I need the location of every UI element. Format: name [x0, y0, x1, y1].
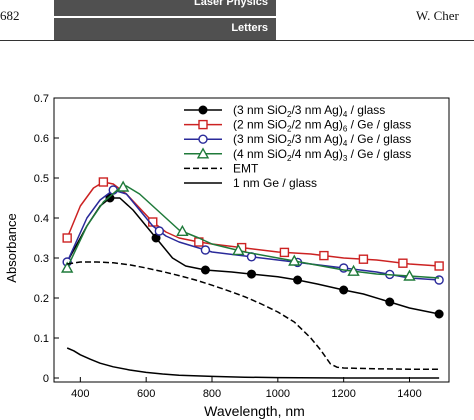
- legend-entry: (3 nm SiO2/3 nm Ag)4 / glass: [233, 103, 385, 119]
- series-line: [66, 347, 440, 379]
- y-tick-label: 0.6: [34, 133, 49, 145]
- y-axis-label: Absorbance: [4, 213, 19, 282]
- x-tick-label: 1000: [266, 388, 290, 400]
- data-point: [198, 119, 208, 130]
- data-point: [288, 254, 301, 266]
- y-tick-label: 0.3: [34, 253, 49, 265]
- data-point: [232, 243, 245, 256]
- y-tick-label: 0: [43, 373, 49, 385]
- data-point: [247, 269, 256, 279]
- series-3: [62, 185, 444, 285]
- data-point: [339, 285, 349, 295]
- series-line: [67, 261, 440, 370]
- journal-name: Laser Physics: [194, 0, 268, 8]
- series-line: [66, 197, 440, 315]
- legend-entry: EMT: [233, 161, 259, 175]
- legend: (3 nm SiO2/3 nm Ag)4 / glass(2 nm SiO2/2…: [184, 103, 411, 190]
- x-tick-label: 1200: [331, 388, 355, 400]
- x-tick-label: 1400: [397, 388, 421, 400]
- legend-entry: (3 nm SiO2/3 nm Ag)4 / Ge / glass: [233, 132, 411, 148]
- series-line: [66, 189, 440, 281]
- y-tick-label: 0.4: [34, 213, 49, 225]
- journal-divider: [54, 16, 276, 18]
- data-point: [279, 247, 290, 258]
- y-tick-label: 0.7: [34, 93, 49, 105]
- plot-frame: [53, 97, 450, 383]
- data-point: [98, 177, 109, 187]
- data-point: [200, 265, 210, 275]
- journal-banner: Laser Physics Letters: [54, 0, 276, 40]
- data-point: [358, 254, 369, 264]
- running-author: W. Cher: [416, 8, 459, 23]
- y-tick-label: 0.1: [34, 333, 49, 345]
- legend-entry: (2 nm SiO2/2 nm Ag)6 / Ge / glass: [233, 118, 411, 134]
- x-axis-label: Wavelength, nm: [204, 403, 305, 419]
- y-tick-label: 0.5: [34, 173, 49, 185]
- series-1: [62, 193, 444, 319]
- data-point: [385, 297, 395, 307]
- journal-section: Letters: [231, 22, 268, 34]
- data-point: [200, 245, 211, 255]
- legend-entry: 1 nm Ge / glass: [233, 176, 317, 190]
- series-line: [66, 185, 440, 279]
- series-6: [66, 347, 440, 379]
- series-4: [60, 180, 440, 281]
- x-tick-label: 800: [203, 388, 221, 400]
- data-point: [198, 134, 208, 144]
- data-point: [62, 233, 72, 243]
- data-point: [116, 180, 130, 192]
- data-point: [105, 193, 115, 203]
- page-number: 682: [0, 8, 20, 23]
- data-point: [434, 261, 444, 271]
- y-tick-label: 0.2: [34, 293, 49, 305]
- series-2: [62, 177, 444, 271]
- data-point: [154, 226, 165, 236]
- data-point: [196, 147, 210, 159]
- header-rule: [0, 40, 474, 41]
- data-point: [398, 258, 408, 268]
- data-point: [319, 250, 329, 261]
- data-point: [434, 309, 444, 319]
- data-point: [60, 261, 74, 273]
- x-tick-label: 400: [71, 388, 89, 400]
- data-point: [403, 269, 416, 281]
- legend-entry: (4 nm SiO2/4 nm Ag)3 / Ge / glass: [233, 147, 411, 163]
- data-point: [347, 264, 360, 276]
- x-tick-label: 600: [137, 388, 155, 400]
- series-5: [67, 261, 440, 370]
- data-point: [198, 105, 208, 115]
- data-point: [176, 224, 189, 237]
- data-point: [293, 275, 303, 285]
